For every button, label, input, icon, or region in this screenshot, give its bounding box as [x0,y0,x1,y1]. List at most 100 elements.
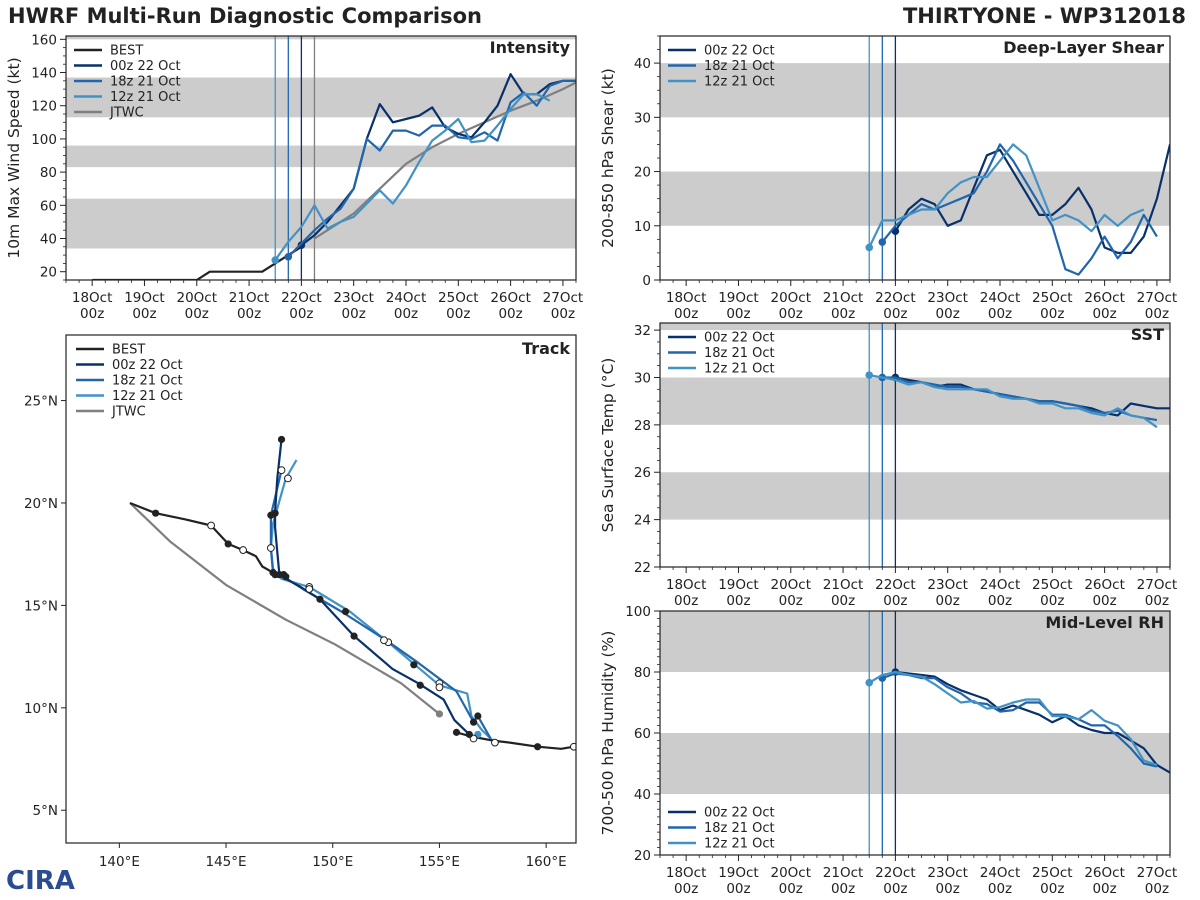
track-legend-label-jtwc: JTWC [111,405,146,420]
sst-ytick-label: 30 [634,370,651,386]
track-series [129,435,576,751]
shear-xtick-date: 27Oct [1137,290,1178,306]
track-point-00z-22-oct [465,730,473,739]
intensity-ytick-label: 160 [31,32,57,48]
track-legend-label-12z-21-oct: 12z 21 Oct [112,389,183,404]
shear-xtick-hour: 00z [936,306,960,322]
sst-series [865,371,1170,429]
shear-ytick-label: 20 [634,165,651,181]
track-point-jtwc [435,710,444,718]
track-point-00z-22-oct [271,571,279,579]
shear-xtick-date: 26Oct [1084,290,1125,306]
rh-xtick-date: 20Oct [771,865,812,881]
intensity-xtick-date: 24Oct [386,290,427,306]
intensity-xtick-date: 26Oct [490,290,531,306]
rh-xtick-label: 18Oct 00z [666,865,707,897]
track-point-18z-21-oct [341,607,350,616]
shear-xtick-hour: 00z [779,306,803,322]
intensity-xtick-hour: 00z [132,306,156,322]
rh-xtick-label: 21Oct 00z [823,865,864,897]
rh-series [865,668,1170,774]
sst-xtick-date: 18Oct [666,577,707,593]
track-point-open-12z-21-oct [266,544,275,552]
sst-ytick-label: 26 [634,465,651,481]
intensity-ylabel: 10m Max Wind Speed (kt) [5,57,23,258]
intensity-xtick-hour: 00z [80,306,104,322]
track-line-best-early [129,501,274,574]
track-xtick-label: 145°E [206,854,247,870]
shear-xtick-hour: 00z [1145,306,1169,322]
shear-xtick-hour: 00z [674,306,698,322]
track-ytick-label: 15°N [24,598,58,614]
rh-xtick-label: 22Oct 00z [875,865,916,897]
track-ytick-label: 20°N [24,496,58,512]
intensity-xtick-hour: 00z [185,306,209,322]
rh-ytick-label: 100 [625,604,651,620]
track-line-jtwc [129,502,441,715]
rh-xtick-hour: 00z [831,881,855,897]
track-ytick-label: 5°N [33,803,58,819]
track-point-18z-21-oct [469,718,478,726]
intensity-xtick-date: 25Oct [438,290,479,306]
intensity-xtick-date: 22Oct [281,290,322,306]
sst-xtick-date: 24Oct [980,577,1021,593]
intensity-ytick-label: 100 [31,132,57,148]
chart-title-left: HWRF Multi-Run Diagnostic Comparison [8,4,483,28]
shear-xtick-date: 24Oct [980,290,1021,306]
sst-marker-12z-21-oct [865,371,874,379]
intensity-ytick-label: 120 [31,99,57,115]
rh-ylabel: 700-500 hPa Humidity (%) [599,631,617,836]
track-xtick-label: 140°E [99,854,140,870]
shear-xtick-label: 27Oct 00z [1137,290,1178,322]
sst-xtick-hour: 00z [674,593,698,609]
shear-xtick-date: 20Oct [771,290,812,306]
sst-ytick-label: 28 [634,418,651,434]
intensity-band-2 [66,77,576,118]
shear-xtick-label: 19Oct 00z [718,290,759,322]
shear-panel-title: Deep-Layer Shear [1003,38,1164,57]
rh-xtick-date: 18Oct [666,865,707,881]
shear-series-00z-22-oct [894,144,1170,254]
track-point-best-early [152,509,160,517]
sst-xtick-date: 19Oct [718,577,759,593]
sst-xtick-label: 27Oct 00z [1137,577,1178,609]
sst-legend-label-18z-21-oct: 18z 21 Oct [704,346,775,361]
sst-xtick-date: 20Oct [771,577,812,593]
intensity-xtick-hour: 00z [446,306,470,322]
rh-xtick-date: 19Oct [718,865,759,881]
sst-band-0 [660,472,1170,520]
rh-xtick-hour: 00z [1092,881,1116,897]
rh-band-0 [660,733,1170,794]
rh-xtick-date: 22Oct [875,865,916,881]
shear-legend-label-18z-21-oct: 18z 21 Oct [704,59,775,74]
intensity-xtick-label: 18Oct 00z [72,290,113,322]
rh-xtick-hour: 00z [779,881,803,897]
intensity-marker-00z-22-oct [297,241,306,249]
sst-xtick-hour: 00z [936,593,960,609]
sst-xtick-date: 23Oct [927,577,968,593]
track-point-00z-22-oct [271,509,279,517]
intensity-xtick-date: 23Oct [333,290,374,306]
intensity-bands [66,36,576,249]
track-point-open-12z-21-oct [284,474,292,483]
sst-xtick-hour: 00z [988,593,1012,609]
sst-xtick-hour: 00z [779,593,803,609]
rh-ytick-label: 60 [634,726,651,742]
track-point-open-18z-21-oct [277,466,286,475]
intensity-ytick-label: 80 [40,165,57,181]
intensity-xtick-hour: 00z [394,306,418,322]
rh-xtick-label: 20Oct 00z [771,865,812,897]
shear-xtick-label: 22Oct 00z [875,290,916,322]
intensity-xtick-hour: 00z [289,306,313,322]
rh-series-12z-21-oct [868,670,1158,767]
intensity-marker-18z-21-oct [284,252,293,261]
shear-xtick-date: 23Oct [927,290,968,306]
rh-xtick-hour: 00z [883,881,907,897]
shear-series [865,143,1170,276]
sst-xtick-hour: 00z [883,593,907,609]
rh-marker-12z-21-oct [865,678,874,687]
intensity-xtick-hour: 00z [342,306,366,322]
shear-xtick-hour: 00z [1092,306,1116,322]
rh-bands [660,611,1170,794]
